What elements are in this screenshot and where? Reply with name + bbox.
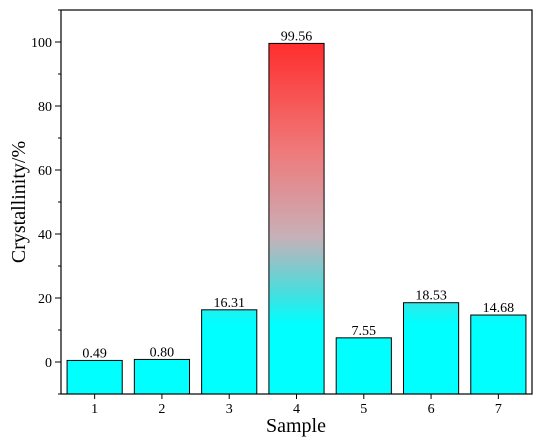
- y-tick-label-80: 80: [38, 100, 52, 115]
- bar-sample-6: [402, 302, 460, 395]
- y-tick-label-0: 0: [45, 356, 52, 371]
- bar-sample-5: [335, 337, 392, 395]
- data-labels-layer: 0.49 0.80 16.31 99.56 7.55 18.53 14.68: [82, 29, 514, 361]
- y-tick-label-20: 20: [38, 292, 52, 307]
- axes-layer: 1 2 3 4 5 6 7 0 20 40 60 80 100: [31, 9, 502, 417]
- bar-sample-1: [66, 359, 123, 395]
- data-label-sample-6: 18.53: [415, 289, 447, 304]
- data-label-sample-2: 0.80: [150, 345, 175, 360]
- x-tick-label-5: 5: [360, 402, 367, 417]
- bar-sample-4: [268, 42, 325, 395]
- data-label-sample-7: 14.68: [483, 301, 515, 316]
- bar-sample-7: [470, 314, 527, 395]
- data-label-sample-4: 99.56: [281, 29, 313, 44]
- data-label-sample-3: 16.31: [213, 296, 245, 311]
- data-label-sample-1: 0.49: [82, 346, 107, 361]
- y-tick-label-100: 100: [31, 36, 52, 51]
- data-label-sample-5: 7.55: [352, 324, 377, 339]
- x-tick-label-3: 3: [226, 402, 233, 417]
- y-tick-label-40: 40: [38, 228, 52, 243]
- y-axis-title: Crystallinity/%: [8, 141, 30, 263]
- x-tick-label-7: 7: [495, 402, 502, 417]
- y-tick-label-60: 60: [38, 164, 52, 179]
- bars-layer: [66, 42, 527, 395]
- x-axis-title: Sample: [266, 415, 326, 437]
- x-tick-label-2: 2: [158, 402, 165, 417]
- bar-sample-3: [201, 309, 258, 395]
- x-tick-label-1: 1: [91, 402, 98, 417]
- x-tick-label-6: 6: [428, 402, 435, 417]
- bar-sample-2: [133, 358, 191, 395]
- x-tick-label-4: 4: [293, 402, 300, 417]
